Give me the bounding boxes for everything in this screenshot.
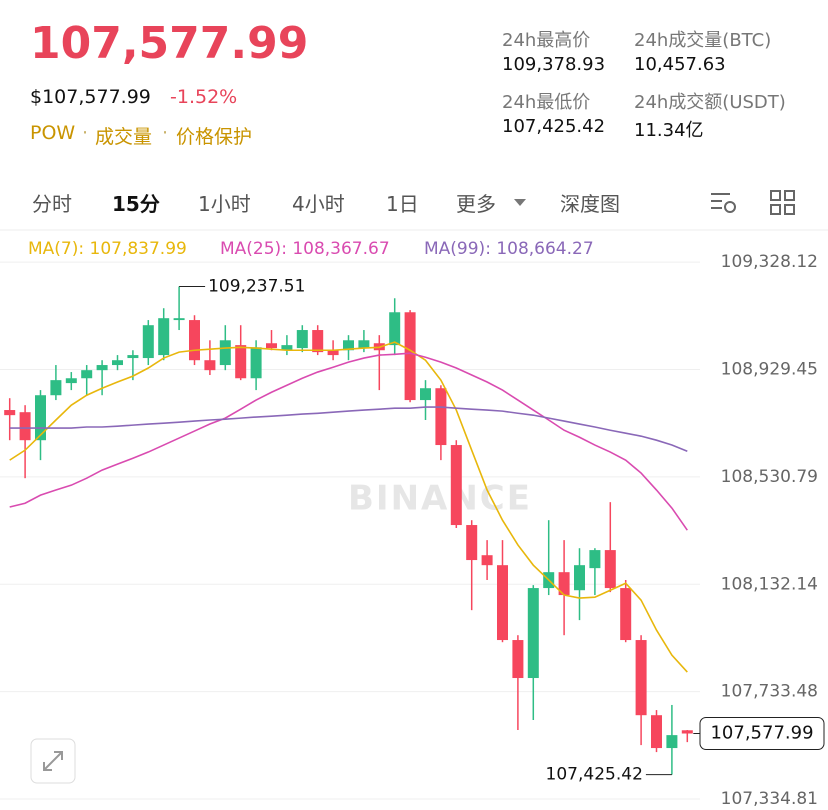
candle-body bbox=[50, 380, 62, 396]
stat-label: 24h成交量(BTC) bbox=[634, 30, 772, 51]
candle-body bbox=[343, 340, 354, 351]
y-tick-label: 109,328.12 bbox=[721, 252, 818, 272]
candle-body bbox=[497, 565, 508, 641]
candle-body bbox=[204, 360, 216, 371]
candle-body bbox=[681, 730, 693, 734]
ma-legend: MA(7): 107,837.99 bbox=[28, 239, 187, 259]
candle-body bbox=[250, 347, 262, 379]
tag[interactable]: 价格保护 bbox=[176, 126, 253, 148]
stat-label: 24h最高价 bbox=[502, 30, 591, 51]
tab[interactable]: 1小时 bbox=[198, 192, 251, 216]
high-marker-label: 109,237.51 bbox=[208, 277, 305, 297]
ma-line bbox=[9, 406, 688, 452]
candle-body bbox=[19, 412, 31, 441]
candle-body bbox=[4, 410, 16, 416]
ma-legend: MA(99): 108,664.27 bbox=[424, 239, 594, 259]
ma-legend: MA(25): 108,367.67 bbox=[220, 239, 390, 259]
y-tick-label: 108,929.45 bbox=[721, 360, 818, 380]
candle-body bbox=[189, 320, 200, 361]
candle-body bbox=[296, 330, 308, 349]
candle-body bbox=[620, 588, 632, 641]
candle-body bbox=[481, 555, 493, 566]
candle-body bbox=[158, 318, 170, 356]
candle-body bbox=[219, 340, 231, 366]
stat-value: 11.34亿 bbox=[634, 120, 704, 141]
tab[interactable]: 4小时 bbox=[292, 192, 345, 216]
price-change: -1.52% bbox=[170, 86, 238, 108]
candle-body bbox=[96, 365, 108, 371]
tag[interactable]: POW bbox=[30, 122, 76, 144]
stat-label: 24h最低价 bbox=[502, 92, 591, 113]
usd-price: $107,577.99 bbox=[30, 86, 151, 108]
stat-value: 10,457.63 bbox=[634, 54, 726, 75]
candle-body bbox=[589, 550, 601, 569]
candle-body bbox=[112, 360, 123, 366]
dropdown-arrow[interactable] bbox=[510, 194, 530, 210]
separator: · bbox=[162, 122, 169, 144]
low-marker-label: 107,425.42 bbox=[546, 765, 643, 785]
candle-body bbox=[173, 318, 185, 321]
layout-icon[interactable] bbox=[768, 188, 798, 218]
tab[interactable]: 更多 bbox=[456, 192, 496, 216]
candle-body bbox=[651, 715, 662, 749]
last-price-label: 107,577.99 bbox=[710, 723, 813, 744]
y-tick-label: 107,733.48 bbox=[721, 682, 818, 702]
candle-body bbox=[266, 343, 277, 349]
ma-line bbox=[9, 352, 688, 531]
candle-body bbox=[635, 640, 647, 716]
separator: · bbox=[82, 122, 89, 144]
candle-body bbox=[65, 378, 77, 384]
candle-body bbox=[450, 445, 462, 526]
candle-body bbox=[312, 330, 324, 353]
candle-body bbox=[235, 345, 247, 379]
candle-body bbox=[127, 355, 139, 359]
ma-line bbox=[9, 341, 688, 673]
y-tick-label: 108,530.79 bbox=[721, 467, 818, 487]
last-price-box bbox=[699, 717, 825, 751]
candle-body bbox=[574, 565, 585, 591]
stat-label: 24h成交额(USDT) bbox=[634, 92, 786, 113]
candle-body bbox=[142, 325, 154, 359]
candle-body bbox=[35, 395, 46, 441]
tag[interactable]: 成交量 bbox=[95, 126, 153, 148]
candle-body bbox=[404, 312, 416, 401]
expand-button[interactable] bbox=[30, 738, 76, 784]
candle-body bbox=[358, 340, 370, 349]
last-price: 107,577.99 bbox=[30, 18, 309, 69]
candle-body bbox=[281, 345, 293, 351]
candle-body bbox=[389, 312, 401, 346]
tab[interactable]: 1日 bbox=[386, 192, 419, 216]
candle-body bbox=[420, 388, 431, 401]
candle-body bbox=[604, 550, 616, 589]
tab[interactable]: 分时 bbox=[32, 192, 72, 216]
candle-body bbox=[666, 735, 678, 749]
stat-value: 109,378.93 bbox=[502, 54, 606, 75]
y-tick-label: 108,132.14 bbox=[721, 574, 818, 594]
stat-value: 107,425.42 bbox=[502, 116, 606, 137]
candle-body bbox=[466, 525, 478, 561]
tab[interactable]: 15分 bbox=[112, 192, 160, 216]
candle-body bbox=[527, 588, 539, 679]
candle-body bbox=[558, 572, 570, 596]
candle-body bbox=[512, 640, 524, 679]
candle-body bbox=[81, 370, 93, 379]
indicator-icon[interactable] bbox=[708, 188, 740, 218]
candle-body bbox=[327, 350, 339, 356]
y-tick-label: 107,334.81 bbox=[721, 789, 818, 809]
watermark: BINANCE bbox=[348, 479, 532, 519]
tab[interactable]: 深度图 bbox=[560, 192, 620, 216]
candle-body bbox=[435, 388, 447, 446]
